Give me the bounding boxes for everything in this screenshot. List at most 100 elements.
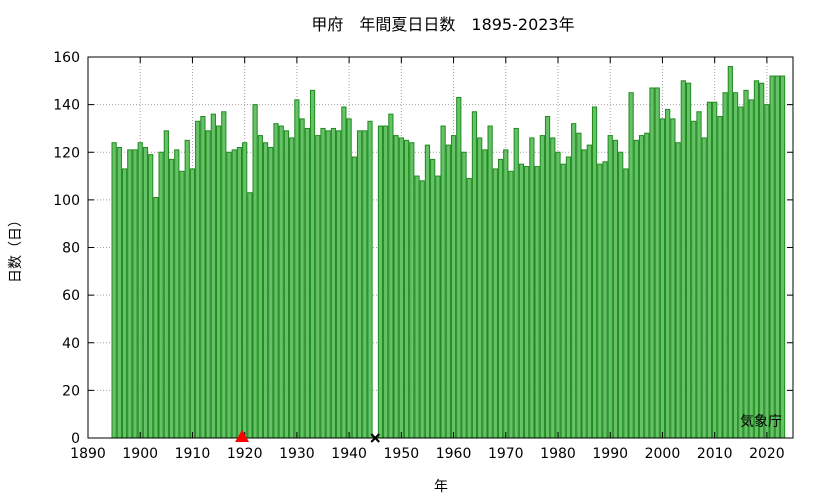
x-tick-label: 1950 [384, 446, 420, 462]
x-tick-label: 1930 [279, 446, 315, 462]
x-tick-label: 2020 [749, 446, 785, 462]
bar [471, 111, 478, 439]
bar [393, 135, 399, 439]
bar [539, 135, 545, 439]
bar [560, 163, 566, 439]
x-tick-label: 1890 [70, 446, 106, 462]
bar [168, 158, 175, 439]
bar [200, 116, 206, 439]
bar [409, 142, 415, 439]
bar [513, 127, 519, 439]
bar [278, 125, 284, 439]
bar [628, 92, 634, 439]
y-tick-label: 60 [62, 288, 80, 304]
bar [430, 158, 436, 439]
markers [235, 430, 380, 443]
bar [121, 168, 128, 439]
bar [644, 132, 650, 439]
bar [701, 137, 707, 439]
bar [555, 151, 561, 439]
bar [591, 106, 598, 439]
bar [174, 149, 180, 439]
bar [748, 99, 754, 439]
x-tick-label: 1940 [331, 446, 367, 462]
bar [336, 130, 342, 439]
bar [779, 75, 786, 439]
bar [132, 149, 138, 439]
source-label: 気象庁 [740, 414, 782, 430]
bar [153, 196, 159, 439]
bar [466, 177, 472, 439]
bar [440, 125, 446, 439]
bar [665, 108, 671, 439]
bar [638, 135, 645, 439]
bar [330, 127, 337, 439]
bar [424, 144, 431, 439]
bar [236, 146, 243, 439]
x-tick-label: 1920 [227, 446, 263, 462]
bar [691, 120, 697, 439]
bar [231, 149, 237, 439]
bar [586, 144, 592, 439]
cross-marker [370, 433, 380, 443]
bar [581, 149, 587, 439]
bar [283, 130, 290, 439]
bar [769, 75, 775, 439]
bar [252, 104, 258, 439]
bar [403, 139, 410, 439]
bar [508, 170, 514, 439]
bar [717, 116, 723, 439]
x-tick-label: 1900 [122, 446, 158, 462]
bar [497, 158, 504, 439]
bar [550, 137, 556, 439]
y-tick-label: 0 [71, 431, 80, 447]
bar [602, 161, 608, 439]
bar [529, 137, 535, 439]
x-tick-label: 2000 [645, 446, 681, 462]
bar [696, 111, 702, 439]
bar [388, 113, 394, 439]
y-tick-label: 100 [53, 193, 80, 209]
bar [727, 66, 733, 439]
bar [195, 120, 201, 439]
axis-ticks: 0 20 40 60 80 100 120 140 160 1890 1900 1910 1920 193… [53, 50, 793, 462]
bar [487, 125, 493, 439]
bar [257, 135, 263, 439]
bar [205, 130, 211, 439]
bar [325, 130, 331, 439]
bar [764, 104, 770, 439]
bar [221, 111, 227, 439]
bar [242, 142, 248, 439]
bar [315, 135, 321, 439]
bar [289, 137, 295, 439]
bar [712, 101, 718, 439]
bar [158, 151, 164, 439]
x-tick-label: 1960 [436, 446, 472, 462]
bar [346, 118, 352, 439]
bar [753, 80, 760, 439]
bar [680, 80, 686, 439]
bar [362, 130, 368, 439]
bar [685, 82, 692, 439]
bar [247, 192, 253, 439]
bar [377, 125, 384, 439]
bar [299, 118, 305, 439]
bar [184, 139, 190, 439]
bar [435, 175, 441, 439]
bar [612, 139, 619, 439]
bar [268, 146, 274, 439]
bar [654, 87, 660, 439]
bar [732, 92, 739, 439]
bar [738, 106, 744, 439]
bar [309, 89, 316, 439]
bar [210, 113, 216, 439]
bar [445, 144, 451, 439]
bar [503, 149, 509, 439]
bar [461, 151, 467, 439]
y-tick-label: 40 [62, 336, 80, 352]
bar [618, 151, 624, 439]
bar [383, 125, 389, 439]
bar [670, 118, 676, 439]
bar [179, 170, 185, 439]
